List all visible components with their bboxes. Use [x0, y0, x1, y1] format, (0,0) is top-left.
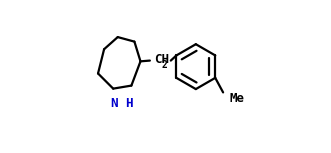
Text: Me: Me	[229, 92, 244, 105]
Text: CH: CH	[155, 53, 169, 66]
Text: 2: 2	[162, 60, 167, 70]
Text: N H: N H	[111, 97, 133, 110]
